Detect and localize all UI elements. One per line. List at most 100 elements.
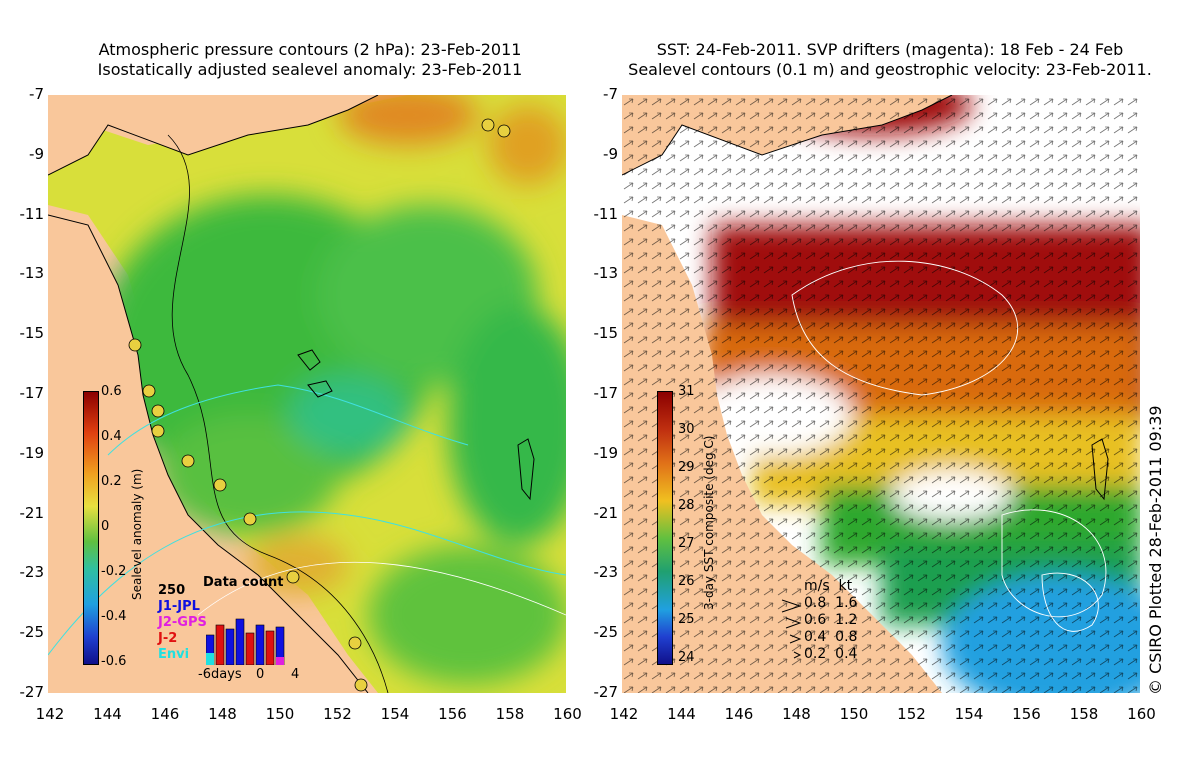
sea-anomaly-field — [48, 95, 566, 693]
cbar-tick: 24 — [678, 650, 695, 665]
cbar-tick: 30 — [678, 422, 695, 437]
cbar-tick: 27 — [678, 536, 695, 551]
longitude-tick-label: 160 — [553, 705, 582, 723]
latitude-tick-label: -17 — [593, 384, 619, 402]
latitude-tick-label: -21 — [19, 503, 45, 522]
pressure-contour — [197, 561, 566, 616]
latitude-tick-label: -19 — [593, 443, 619, 462]
longitude-tick-label: 158 — [1069, 705, 1099, 723]
latitude-tick-label: -15 — [19, 324, 45, 343]
longitude-tick-label: 158 — [495, 705, 525, 723]
longitude-tick-label: 146 — [724, 705, 754, 723]
bar-group — [206, 618, 285, 665]
latitude-tick-label: -23 — [593, 563, 619, 582]
inset-x-tick: 0 — [256, 667, 265, 682]
inset-title: Data count — [203, 575, 284, 590]
longitude-tick-label: 148 — [782, 705, 811, 723]
longitude-tick-label: 156 — [1012, 705, 1041, 723]
longitude-tick-label: 142 — [35, 705, 65, 723]
australia-coast — [48, 215, 368, 693]
left-map-title: Atmospheric pressure contours (2 hPa): 2… — [50, 40, 570, 80]
latitude-tick-label: -7 — [603, 85, 618, 103]
cbar-tick: 25 — [678, 612, 695, 627]
sst-map[interactable] — [622, 95, 1140, 693]
longitude-tick-label: 144 — [667, 705, 696, 723]
left-title-line1: Atmospheric pressure contours (2 hPa): 2… — [98, 40, 522, 59]
latitude-tick-label: -21 — [593, 503, 619, 522]
velocity-legend-arrows — [781, 599, 802, 659]
longitude-tick-label: 154 — [380, 705, 410, 723]
png-coastline — [48, 95, 379, 176]
cbar-tick: 0.4 — [101, 429, 122, 444]
sealevel-colorbar — [83, 391, 99, 665]
cbar-tick: 0.2 — [101, 474, 122, 489]
right-map-title: SST: 24-Feb-2011. SVP drifters (magenta)… — [600, 40, 1180, 80]
latitude-tick-label: -13 — [19, 264, 45, 283]
series-j2-gps: J2-GPS — [158, 615, 207, 630]
sealevel-anomaly-map[interactable] — [48, 95, 566, 693]
cbar-tick: 28 — [678, 498, 695, 513]
island — [297, 349, 321, 371]
longitude-tick-label: 160 — [1127, 705, 1156, 723]
latitude-tick-label: -15 — [593, 324, 619, 343]
pressure-contour — [107, 384, 469, 456]
sealevel-contour — [791, 260, 1019, 396]
sst-colorbar — [657, 391, 673, 665]
inset-x-tick: -6days — [198, 667, 242, 682]
inset-max-label: 250 — [158, 583, 186, 598]
queensland-coastline — [48, 214, 369, 693]
velocity-legend-row: 0.2 0.4 — [804, 646, 858, 662]
velocity-legend-row: 0.6 1.2 — [804, 612, 858, 628]
sealevel-contour — [1001, 509, 1107, 618]
longitude-tick-label: 150 — [265, 705, 295, 723]
geostrophic-velocity-arrows — [622, 95, 1140, 693]
latitude-tick-label: -11 — [593, 204, 619, 223]
pressure-contour — [48, 511, 566, 656]
latitude-tick-label: -27 — [19, 683, 45, 701]
longitude-tick-label: 154 — [954, 705, 984, 723]
series-j-2: J-2 — [158, 631, 178, 646]
longitude-tick-label: 152 — [897, 705, 926, 723]
island — [517, 438, 535, 501]
longitude-tick-label: 142 — [609, 705, 639, 723]
data-count-bars — [206, 618, 285, 665]
tide-gauge-markers — [128, 118, 511, 692]
longitude-tick-label: 150 — [839, 705, 869, 723]
longitude-tick-label: 156 — [438, 705, 467, 723]
longitude-tick-label: 148 — [208, 705, 237, 723]
latitude-tick-label: -19 — [19, 443, 45, 462]
sst-map-canvas — [622, 95, 1140, 693]
island — [307, 380, 333, 398]
cbar-tick: 26 — [678, 574, 695, 589]
reef-contour — [167, 134, 389, 693]
sst-colorbar-label: 3-day SST composite (deg C) — [702, 435, 716, 610]
sealevel-map-canvas — [48, 95, 566, 693]
latitude-tick-label: -27 — [593, 683, 619, 701]
latitude-tick-label: -25 — [19, 623, 45, 642]
cbar-tick: 31 — [678, 384, 695, 399]
sealevel-colorbar-label: Sealevel anomaly (m) — [130, 468, 144, 600]
velocity-legend-row: 0.8 1.6 — [804, 595, 858, 611]
latitude-tick-label: -23 — [19, 563, 45, 582]
velocity-legend: m/s kt 0.8 1.6 0.6 1.2 0.4 0.8 0.2 0.4 — [770, 578, 880, 668]
longitude-tick-label: 144 — [93, 705, 122, 723]
latitude-tick-label: -25 — [593, 623, 619, 642]
longitude-tick-label: 152 — [323, 705, 352, 723]
right-title-line2: Sealevel contours (0.1 m) and geostrophi… — [628, 60, 1152, 79]
sealevel-contour — [1041, 572, 1099, 632]
cbar-tick: -0.4 — [101, 609, 127, 624]
latitude-tick-label: -9 — [603, 144, 618, 163]
cbar-tick: -0.2 — [101, 564, 127, 579]
cbar-tick: 0.6 — [101, 384, 122, 399]
png-landmass — [48, 95, 378, 175]
cbar-tick: 0 — [101, 519, 110, 534]
velocity-legend-header: m/s kt — [804, 578, 853, 594]
latitude-tick-label: -9 — [29, 144, 44, 163]
series-envi: Envi — [158, 647, 190, 662]
plot-credit: © CSIRO Plotted 28-Feb-2011 09:39 — [1146, 405, 1165, 695]
velocity-legend-row: 0.4 0.8 — [804, 629, 858, 645]
inset-x-tick: 4 — [291, 667, 300, 682]
data-count-inset: Data count 250 J1-JPL J2-GPS J-2 Envi -6… — [158, 575, 299, 682]
series-j1-jpl: J1-JPL — [158, 599, 200, 614]
right-title-line1: SST: 24-Feb-2011. SVP drifters (magenta)… — [656, 40, 1124, 59]
